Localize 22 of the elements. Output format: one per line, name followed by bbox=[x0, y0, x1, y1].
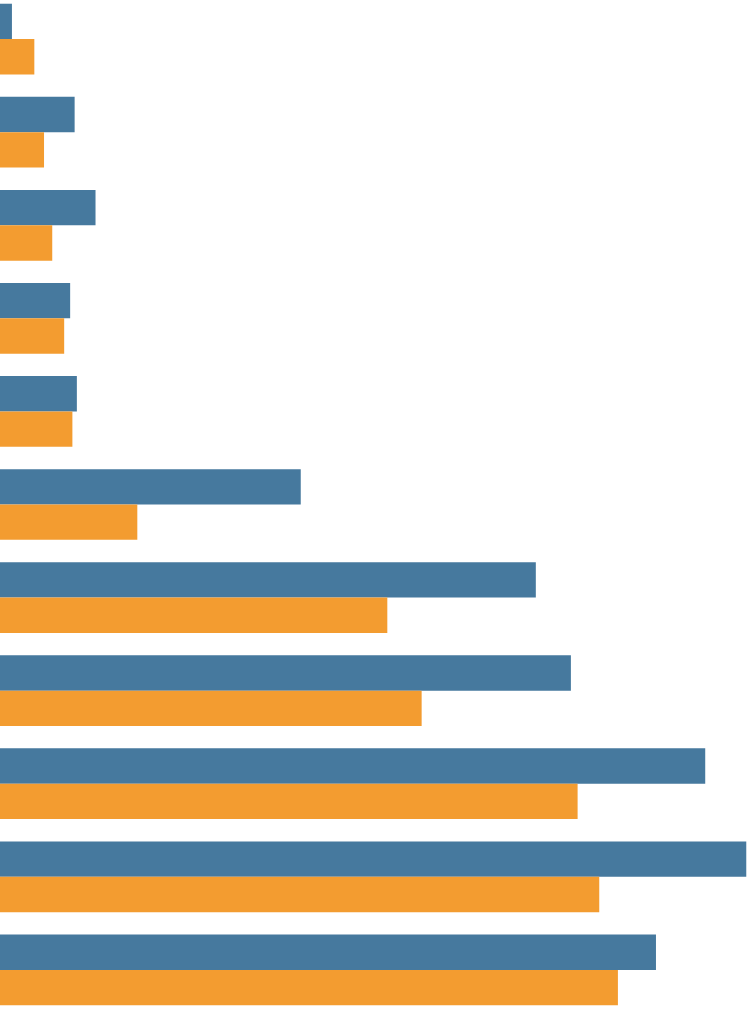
bar bbox=[0, 469, 301, 505]
bar bbox=[0, 597, 388, 633]
bar bbox=[0, 3, 12, 40]
bar bbox=[0, 225, 53, 261]
bar bbox=[0, 96, 75, 133]
bar bbox=[0, 934, 656, 970]
bar bbox=[0, 690, 422, 727]
bar bbox=[0, 841, 747, 877]
bar bbox=[0, 562, 536, 598]
bar bbox=[0, 189, 96, 226]
bar bbox=[0, 655, 571, 691]
bar bbox=[0, 132, 45, 168]
bar bbox=[0, 969, 618, 1006]
bar bbox=[0, 282, 71, 319]
bar bbox=[0, 376, 77, 412]
bar bbox=[0, 876, 600, 913]
bar bbox=[0, 748, 706, 784]
bar bbox=[0, 504, 138, 540]
bar bbox=[0, 318, 65, 354]
bar bbox=[0, 783, 578, 820]
bar bbox=[0, 411, 73, 447]
bar bbox=[0, 39, 35, 75]
